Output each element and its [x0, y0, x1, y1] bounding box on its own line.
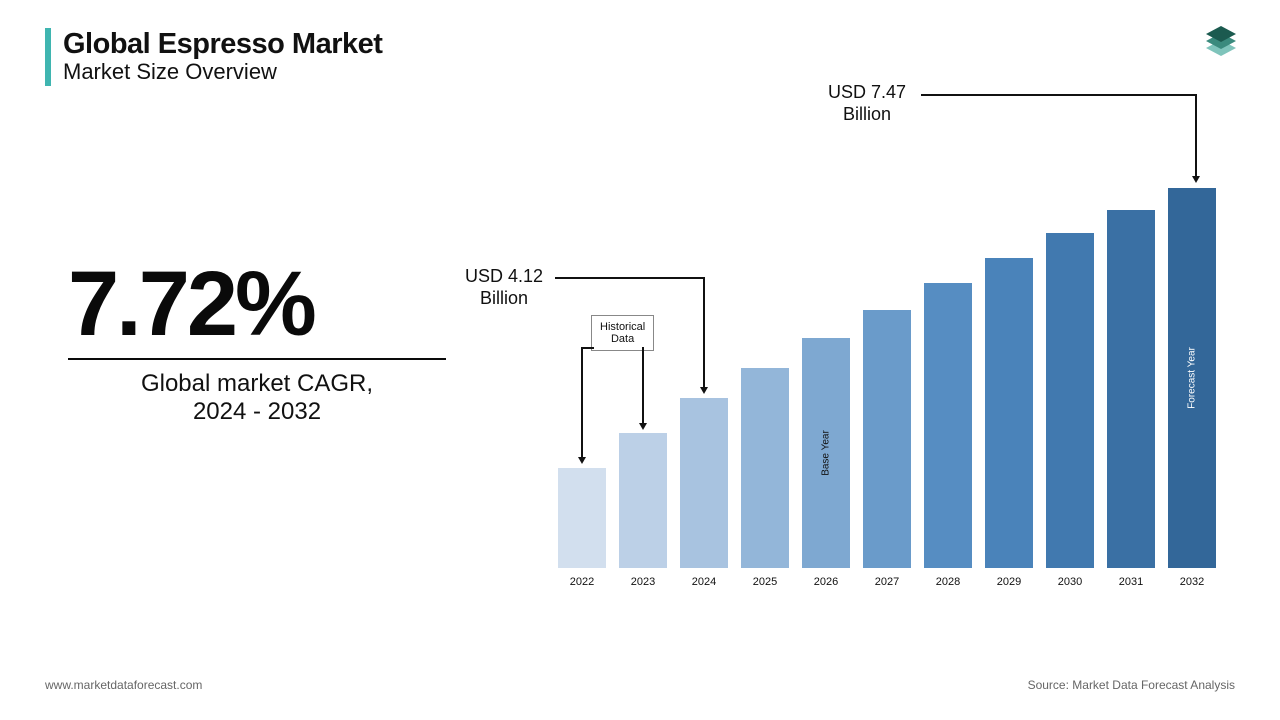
footer-source: Source: Market Data Forecast Analysis: [1028, 678, 1235, 692]
title-block: Global Espresso Market Market Size Overv…: [45, 28, 382, 86]
bar-label: 2025: [741, 576, 789, 588]
bar-2023: 2023: [619, 433, 667, 568]
cagr-subtitle-1: Global market CAGR,: [68, 370, 446, 398]
bar-2025: 2025: [741, 368, 789, 568]
footer-url: www.marketdataforecast.com: [45, 678, 202, 692]
bar-label: 2024: [680, 576, 728, 588]
bar-chart: USD 7.47 Billion USD 4.12 Billion Histor…: [558, 180, 1223, 590]
arrow-line: [1195, 94, 1197, 178]
in-bar-label: Forecast Year: [1187, 347, 1198, 409]
cagr-value: 7.72%: [68, 258, 446, 350]
bar-label: 2031: [1107, 576, 1155, 588]
accent-bar: [45, 28, 51, 86]
bar-label: 2027: [863, 576, 911, 588]
bar-2031: 2031: [1107, 210, 1155, 568]
cagr-block: 7.72% Global market CAGR, 2024 - 2032: [68, 258, 446, 426]
bar-2027: 2027: [863, 310, 911, 568]
bar-2029: 2029: [985, 258, 1033, 568]
bar-label: 2030: [1046, 576, 1094, 588]
bar-label: 2026: [802, 576, 850, 588]
arrow-head-icon: [1192, 176, 1200, 183]
cagr-divider: [68, 358, 446, 360]
bars-container: 2022 2023 2024 2025 Base Year 2026 2027 …: [558, 188, 1223, 568]
brand-logo-icon: [1200, 22, 1242, 64]
bar-2028: 2028: [924, 283, 972, 568]
page-subtitle: Market Size Overview: [63, 59, 382, 85]
bar-label: 2022: [558, 576, 606, 588]
bar-2030: 2030: [1046, 233, 1094, 568]
bar-2032: Forecast Year 2032: [1168, 188, 1216, 568]
cagr-subtitle-2: 2024 - 2032: [68, 398, 446, 426]
bar-2026: Base Year 2026: [802, 338, 850, 568]
bar-2024: 2024: [680, 398, 728, 568]
bar-label: 2029: [985, 576, 1033, 588]
callout-start: USD 4.12 Billion: [465, 266, 543, 309]
bar-label: 2023: [619, 576, 667, 588]
in-bar-label: Base Year: [821, 430, 832, 476]
page-title: Global Espresso Market: [63, 28, 382, 61]
bar-label: 2028: [924, 576, 972, 588]
bar-2022: 2022: [558, 468, 606, 568]
callout-end: USD 7.47 Billion: [828, 82, 906, 125]
arrow-line: [921, 94, 1196, 96]
bar-label: 2032: [1168, 576, 1216, 588]
